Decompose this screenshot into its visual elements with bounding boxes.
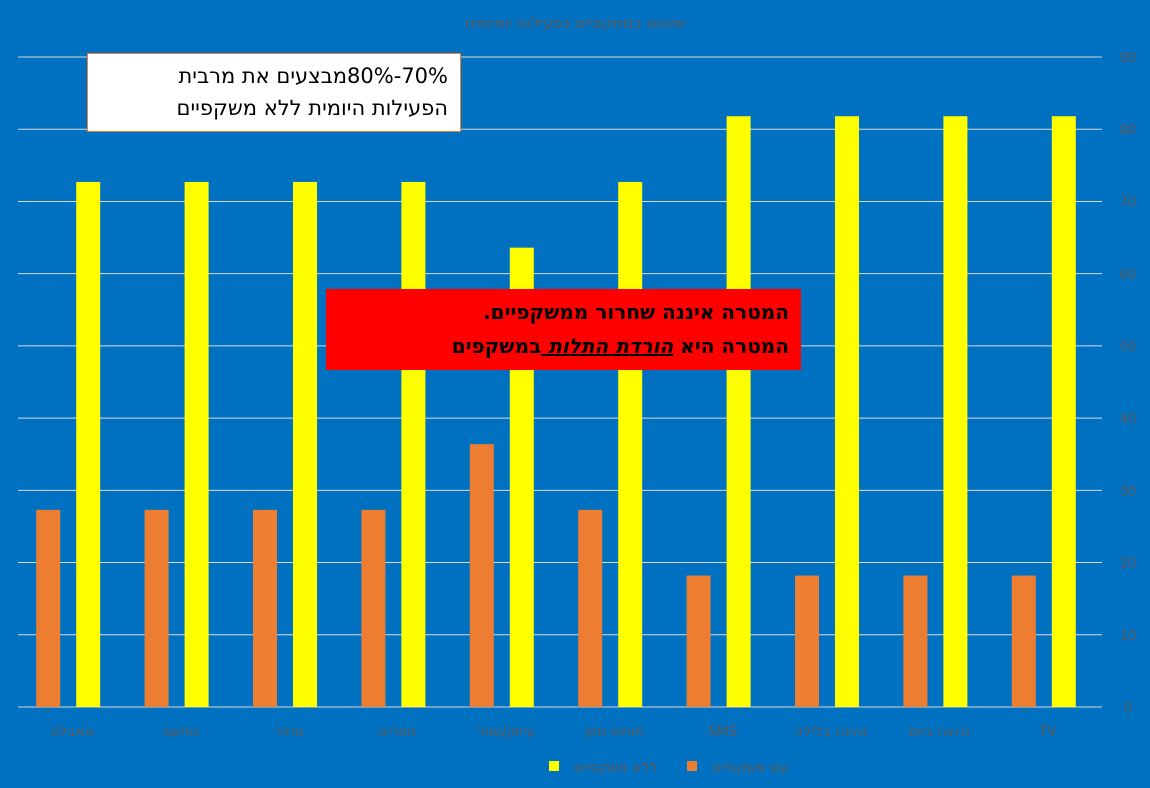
annotation-goal-line2-post: במשקפים [451,334,542,358]
x-tick-label: עיתון/ספר [476,724,535,740]
bar-without-glasses [401,181,426,707]
bar-without-glasses [943,116,968,707]
annotation-goal-line2: המטרה היא הורדת התלות במשקפים [336,329,789,363]
x-tick-label: מחשב [162,724,199,740]
y-tick-label: 60 [1120,268,1137,283]
bar-without-glasses [184,181,209,707]
bars [36,116,1076,707]
bar-with-glasses [578,509,603,707]
x-tick-label: נהיגה בלילה [794,724,868,740]
y-tick-label: 70 [1120,195,1137,210]
legend: ללא משקפיים עם משקפיים [549,760,788,776]
bar-with-glasses [361,509,386,707]
legend-marker [687,761,697,771]
gridlines [18,56,1102,708]
bar-with-glasses [36,509,61,707]
bar-without-glasses [726,116,751,707]
bar-with-glasses [253,509,277,707]
x-tick-label: תוויות מזון [584,724,643,740]
bar-without-glasses [835,116,859,707]
annotation-goal-line1: המטרה איננה שחרור ממשקפיים. [483,300,789,324]
y-tick-label: 50 [1120,340,1137,355]
y-tick-label: 40 [1120,412,1137,427]
y-axis-ticks: 0 10 20 30 40 50 60 70 80 90 [1120,51,1137,716]
y-tick-label: 90 [1120,51,1137,66]
bar-with-glasses [144,509,169,707]
annotation-goal-line2-emphasis: הורדת התלות [541,334,674,358]
bar-without-glasses [76,181,101,707]
annotation-usage-line2: הפעילות היומית ללא משקפיים [176,96,448,120]
y-tick-label: 80 [1120,123,1137,138]
y-tick-label: 10 [1120,629,1137,644]
annotation-usage-box: 70%-80%מבצעים את מרבית הפעילות היומית לל… [87,53,461,132]
bar-with-glasses [1011,575,1036,707]
annotation-usage-line1: 70%-80%מבצעים את מרבית [178,64,448,88]
legend-marker [549,761,559,771]
bar-with-glasses [469,444,494,707]
chart-title: שימוש במשקפיים בפעילות יומיומית [464,14,685,32]
y-tick-label: 20 [1120,557,1137,572]
bar-with-glasses [903,575,928,707]
annotation-goal-line2-pre: המטרה היא [673,334,789,358]
y-tick-label: 30 [1120,484,1137,499]
annotation-goal-box: המטרה איננה שחרור ממשקפיים. המטרה היא הו… [326,289,801,370]
legend-label: עם משקפיים [712,760,788,776]
x-axis-ticks: טאבלט מחשב מחיר תפריט עיתון/ספר תוויות מזון SM… [50,724,1057,740]
bar-without-glasses [293,181,317,707]
bar-without-glasses [618,181,643,707]
y-tick-label: 0 [1124,701,1132,716]
legend-label: ללא משקפיים [574,760,657,776]
bar-with-glasses [686,575,711,707]
bar-with-glasses [795,575,819,707]
x-tick-label: TV [1038,724,1058,740]
x-tick-label: מחיר [274,724,304,740]
x-tick-label: SMS [708,724,738,740]
x-tick-label: תפריט [378,724,416,740]
x-tick-label: טאבלט [50,724,94,740]
x-tick-label: נהיגה ביום [909,724,971,740]
bar-without-glasses [1051,116,1076,707]
